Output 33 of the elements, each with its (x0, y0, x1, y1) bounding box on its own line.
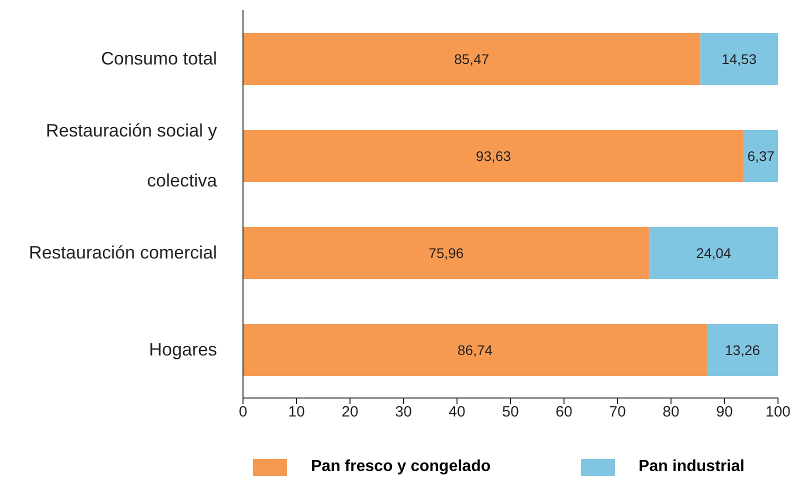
bar (707, 324, 778, 376)
x-tick-label: 100 (765, 404, 791, 421)
data-label: 86,74 (458, 342, 493, 358)
x-tick-label: 40 (448, 404, 466, 421)
bar (700, 33, 778, 85)
x-tick-label: 70 (609, 404, 626, 421)
bar (243, 130, 744, 182)
data-label: 75,96 (428, 244, 464, 261)
data-label: 85,47 (454, 50, 490, 67)
x-tick-label: 20 (342, 404, 358, 421)
x-tick-label: 10 (288, 404, 305, 421)
legend-label: Pan industrial (638, 458, 744, 476)
data-label: 24,04 (696, 244, 732, 261)
bar (243, 324, 708, 376)
x-tick-label: 30 (395, 404, 412, 421)
y-tick-label: Restauración comercial (28, 242, 217, 262)
y-tick-label: Consumo total (100, 48, 217, 68)
x-tick-label: 50 (502, 404, 519, 421)
data-label: 13,26 (725, 342, 760, 358)
bar (243, 33, 700, 85)
y-tick-label: Hogares (148, 340, 217, 360)
bar (744, 130, 778, 182)
legend-label: Pan fresco y congelado (311, 458, 491, 476)
data-label: 14,53 (722, 50, 757, 67)
data-label: 6,37 (747, 148, 775, 164)
x-tick-label: 90 (716, 404, 733, 421)
category-label: Restauración social y colectiva (46, 120, 217, 190)
data-label: 93,63 (476, 148, 512, 164)
bar (243, 227, 650, 279)
bar (649, 227, 778, 279)
x-tick-label: 0 (238, 404, 248, 421)
x-tick-label: 60 (556, 404, 572, 421)
x-tick-label: 80 (662, 404, 680, 421)
